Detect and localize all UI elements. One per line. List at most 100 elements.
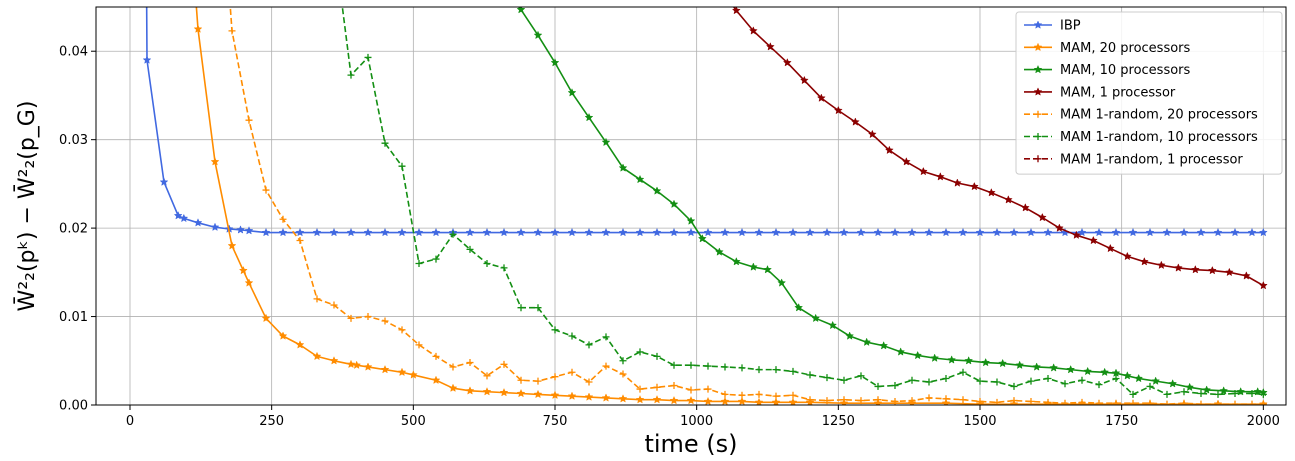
data-point [1134,373,1144,383]
data-point [1033,64,1043,74]
data-point [738,391,746,399]
legend-box [1015,11,1283,175]
y-tick-label: 0.03 [59,133,88,148]
data-point [245,116,253,124]
data-point [765,42,775,51]
data-point [891,397,899,405]
data-point [1185,382,1195,392]
data-point [1163,390,1171,398]
data-point [1105,243,1115,253]
data-point [652,395,662,404]
data-point [517,304,525,312]
data-point [584,112,594,122]
data-point [346,227,356,237]
data-point [1100,367,1110,377]
data-point [862,337,872,346]
data-point [483,259,491,267]
data-point [363,362,373,371]
data-point [1163,400,1171,405]
data-point [262,186,270,194]
legend: IBP MAM, 20 processors MAM, 10 processors M… [1015,11,1283,175]
data-point [346,359,356,369]
data-point [635,227,645,237]
data-point [585,341,593,349]
data-point [398,326,406,334]
data-point [1207,265,1217,275]
data-point [1122,371,1132,380]
data-point [839,227,849,237]
data-point [295,227,305,237]
data-point [653,383,661,391]
data-point [731,257,741,266]
x-tick-label: 1000 [680,414,713,429]
data-point [261,227,271,237]
data-point [777,278,787,287]
data-point [1034,155,1042,163]
data-point [748,262,758,271]
data-point [1083,366,1093,376]
data-point [585,378,593,386]
data-point [687,386,695,394]
data-point [432,255,440,263]
data-point [1034,110,1042,118]
data-point [533,30,543,40]
legend-label: MAM 1-random, 10 processors [1060,130,1258,145]
data-point [347,71,355,79]
data-point [867,129,877,139]
data-point [1034,133,1042,140]
data-point [789,367,797,375]
data-point [397,367,407,377]
data-point [947,355,957,364]
data-point [619,370,627,378]
data-point [1009,227,1019,237]
data-point [499,227,509,237]
data-point [1202,385,1212,394]
series-line [145,7,1264,234]
y-tick-label: 0.00 [59,399,88,414]
data-point [482,227,492,237]
data-point [1248,400,1256,405]
data-point [568,368,576,376]
data-point [1197,400,1205,405]
data-point [601,393,611,402]
data-point [727,0,735,6]
x-tick-label: 1500 [963,414,996,429]
data-point [1015,360,1025,369]
legend-label: MAM, 10 processors [1060,63,1191,78]
series-mam-1-processor [727,0,1268,290]
data-point [636,385,644,393]
data-point [364,313,372,321]
data-point [1112,399,1120,405]
data-point [279,215,287,223]
data-point [935,172,945,181]
data-point [942,374,950,382]
data-point [1180,388,1188,396]
data-point [159,177,169,186]
data-point [1219,386,1229,395]
data-point [1044,374,1052,382]
data-point [244,278,254,287]
data-point [1146,399,1154,405]
data-point [845,331,855,340]
legend-item: MAM 1-random, 1 processor [1024,152,1243,167]
data-point [704,385,712,393]
x-tick-label: 1750 [1105,414,1138,429]
data-point [669,395,679,405]
data-point [720,396,730,405]
series-layer [142,0,1268,405]
data-point [381,139,389,147]
data-point [312,227,322,237]
data-point [1037,212,1047,222]
data-point [601,227,611,237]
data-point [1061,399,1069,405]
y-axis: 0.00 0.01 0.02 0.03 0.04 [59,45,96,414]
data-point [500,360,508,368]
series-mam-1-random-20-processors [228,7,1267,405]
legend-label: MAM, 20 processors [1060,41,1191,56]
data-point [1231,390,1239,398]
data-point [816,93,826,102]
data-point [959,368,967,376]
data-point [1033,42,1043,52]
data-point [828,320,838,330]
data-point [975,227,985,237]
